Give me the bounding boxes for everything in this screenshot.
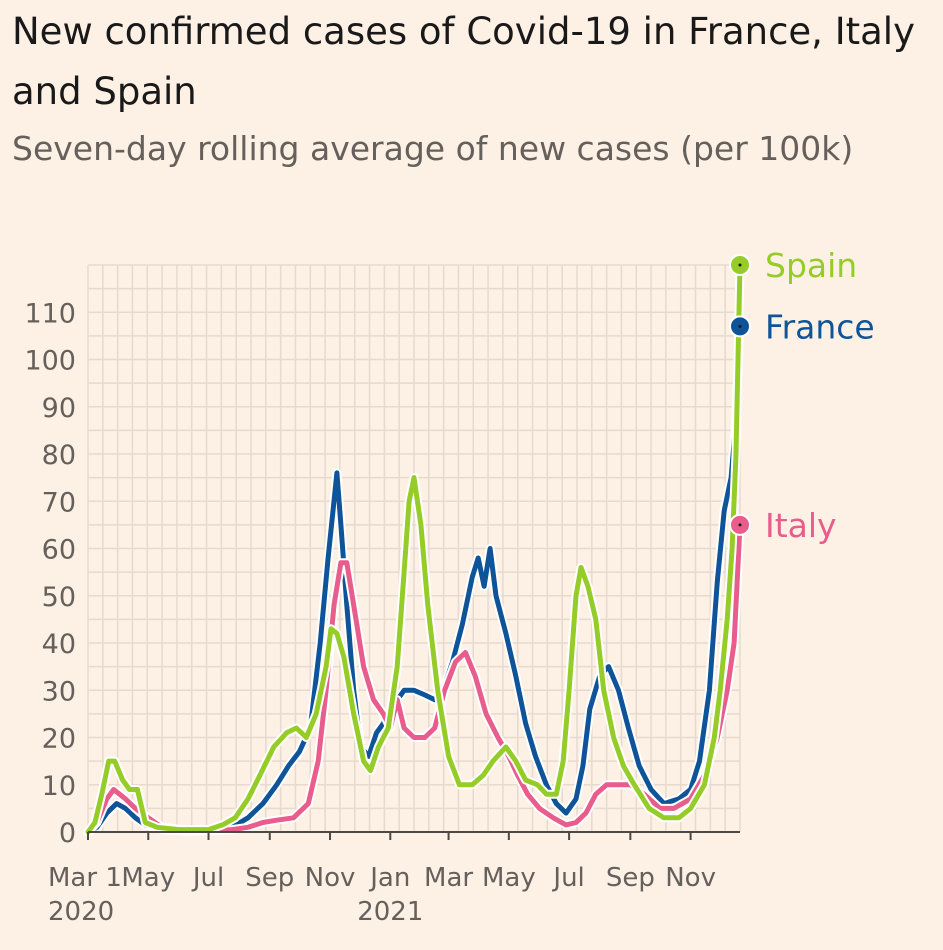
series-end-label-italy: Italy	[765, 506, 837, 545]
y-tick-label: 100	[24, 346, 76, 377]
x-tick-label: Sep	[245, 863, 294, 893]
x-tick-label: Nov	[665, 863, 716, 893]
x-tick-year-label: 2020	[48, 897, 114, 927]
series-end-label-spain: Spain	[765, 246, 857, 285]
x-tick-label: Sep	[606, 863, 655, 893]
y-tick-label: 50	[42, 582, 76, 613]
y-tick-label: 0	[59, 818, 76, 849]
y-tick-label: 70	[42, 487, 76, 518]
y-tick-label: 110	[24, 298, 76, 329]
x-tick-year-label: 2021	[357, 897, 423, 927]
series-end-labels: France Italy Spain	[729, 246, 875, 545]
chart-title: New confirmed cases of Covid-19 in Franc…	[12, 10, 915, 113]
y-axis: 0 10 20 30 40 50 60 70 80 90 100 110	[24, 298, 76, 849]
series-end-marker-dot	[738, 263, 742, 267]
series-end-marker-dot	[738, 523, 742, 527]
x-tick-label: Mar 1	[48, 863, 122, 893]
y-tick-label: 80	[42, 440, 76, 471]
series-end-label-france: France	[765, 307, 875, 346]
x-tick-label: Jul	[551, 863, 584, 893]
chart-series	[83, 260, 745, 837]
series-line-spain	[85, 262, 743, 835]
y-tick-label: 40	[42, 629, 76, 660]
x-tick-label: May	[121, 863, 175, 893]
x-tick-label: Nov	[305, 863, 356, 893]
chart-grid	[87, 264, 741, 833]
y-tick-label: 90	[42, 393, 76, 424]
y-tick-label: 20	[42, 724, 76, 755]
x-tick-label: Jan	[368, 863, 410, 893]
y-tick-label: 60	[42, 535, 76, 566]
series-end-marker-dot	[738, 324, 742, 328]
y-tick-label: 30	[42, 676, 76, 707]
x-tick-label: May	[482, 863, 536, 893]
y-tick-label: 10	[42, 771, 76, 802]
chart-subtitle: Seven-day rolling average of new cases (…	[12, 129, 854, 168]
x-tick-label: Jul	[191, 863, 224, 893]
x-tick-label: Mar	[424, 863, 473, 893]
